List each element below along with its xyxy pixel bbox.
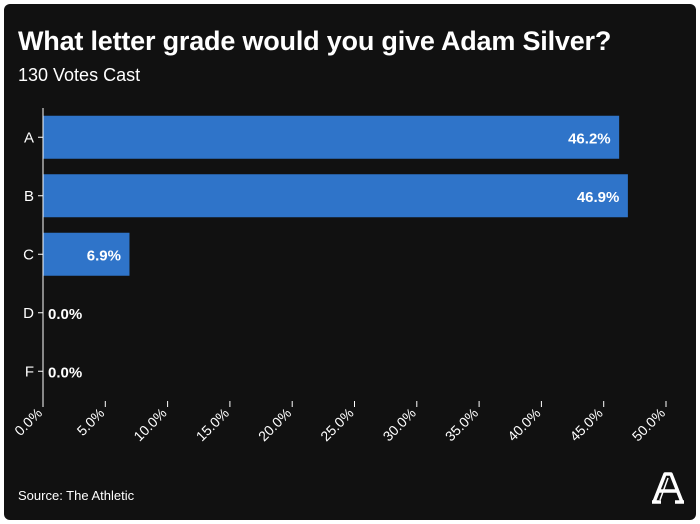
bar — [43, 232, 130, 276]
bar-value-label: 0.0% — [48, 364, 82, 381]
y-tick-label: D — [23, 305, 34, 322]
x-tick-label: 20.0% — [255, 405, 294, 444]
x-tick-label: 40.0% — [504, 405, 543, 444]
x-tick-label: 25.0% — [317, 405, 356, 444]
chart-title: What letter grade would you give Adam Si… — [18, 26, 612, 56]
x-tick-label: 10.0% — [130, 405, 169, 444]
x-tick-label: 15.0% — [193, 405, 232, 444]
y-tick-label: C — [23, 246, 34, 263]
chart-card: What letter grade would you give Adam Si… — [4, 4, 696, 520]
y-tick-label: B — [24, 188, 34, 205]
bar-chart: A 46.2% B 46.9% C 6.9% D 0.0% F 0.0% 0.0% 5.0% 10.0%… — [11, 108, 668, 444]
bar-value-label: 6.9% — [87, 247, 121, 264]
bar-value-label: 46.9% — [577, 189, 620, 206]
chart-subtitle: 130 Votes Cast — [18, 65, 141, 85]
y-tick-label: F — [25, 363, 34, 380]
bar — [43, 115, 620, 159]
source-note: Source: The Athletic — [18, 488, 135, 503]
x-tick-label: 5.0% — [74, 405, 108, 439]
x-tick-label: 45.0% — [566, 405, 605, 444]
x-tick-label: 0.0% — [11, 405, 45, 439]
y-tick-label: A — [24, 129, 34, 146]
bar — [43, 174, 628, 218]
bar-value-label: 46.2% — [568, 130, 611, 147]
x-tick-label: 35.0% — [442, 405, 481, 444]
x-tick-label: 30.0% — [380, 405, 419, 444]
bar-value-label: 0.0% — [48, 306, 82, 323]
the-athletic-logo-icon — [652, 472, 684, 504]
x-tick-label: 50.0% — [629, 405, 668, 444]
